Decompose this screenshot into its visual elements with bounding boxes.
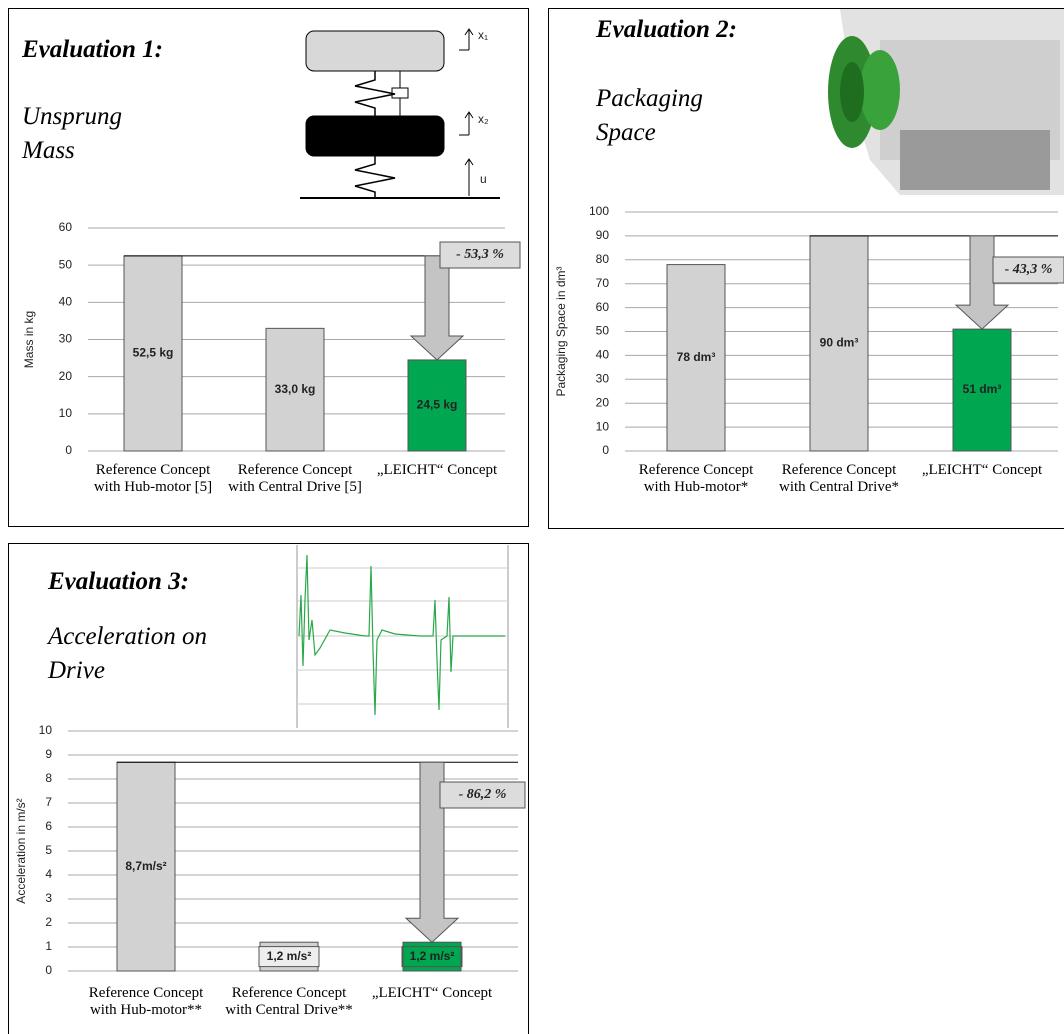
- diagram-label: u: [480, 172, 487, 186]
- panel-title: Evaluation 1:: [22, 36, 163, 64]
- annotation: - 53,3 %: [456, 247, 504, 262]
- x-tick-label: Reference Concept with Hub-motor [5]: [83, 462, 223, 496]
- y-tick-label: 100: [589, 204, 609, 218]
- value-label: 52,5 kg: [133, 346, 174, 360]
- suspension-diagram: [300, 29, 500, 198]
- diagram-label: x₂: [478, 112, 489, 126]
- value-label: 24,5 kg: [417, 398, 458, 412]
- panel-subtitle: Acceleration on Drive: [48, 620, 248, 688]
- x-tick-label: „LEICHT“ Concept: [912, 462, 1052, 479]
- y-axis-label: Acceleration in m/s²: [14, 798, 28, 903]
- value-label: 90 dm³: [820, 336, 859, 350]
- panel-subtitle: Packaging Space: [596, 82, 746, 150]
- panel-title: Evaluation 2:: [596, 16, 737, 44]
- y-tick-label: 3: [45, 891, 52, 905]
- value-label: 8,7m/s²: [125, 859, 166, 873]
- y-tick-label: 20: [596, 395, 610, 409]
- y-tick-label: 6: [45, 819, 52, 833]
- y-tick-label: 30: [59, 332, 73, 346]
- y-tick-label: 90: [596, 228, 610, 242]
- figure: x₁ x₂ u 0102030405060Mass in kg52,5 kg33…: [0, 0, 1064, 1034]
- y-tick-label: 30: [596, 371, 610, 385]
- y-tick-label: 80: [596, 252, 610, 266]
- y-tick-label: 40: [596, 348, 610, 362]
- y-tick-label: 40: [59, 295, 73, 309]
- value-label: 78 dm³: [677, 350, 716, 364]
- x-tick-label: Reference Concept with Central Drive*: [769, 462, 909, 496]
- y-tick-label: 50: [596, 324, 610, 338]
- y-tick-label: 7: [45, 795, 52, 809]
- x-tick-label: „LEICHT“ Concept: [362, 985, 502, 1002]
- y-tick-label: 8: [45, 771, 52, 785]
- wheel-render: [828, 9, 1064, 195]
- page: x₁ x₂ u 0102030405060Mass in kg52,5 kg33…: [0, 0, 1064, 1034]
- y-tick-label: 4: [45, 867, 52, 881]
- y-tick-label: 0: [65, 443, 72, 457]
- y-tick-label: 70: [596, 276, 610, 290]
- y-tick-label: 20: [59, 369, 73, 383]
- y-tick-label: 10: [59, 406, 73, 420]
- y-axis-label: Mass in kg: [22, 311, 36, 368]
- y-tick-label: 10: [596, 419, 610, 433]
- y-tick-label: 10: [39, 723, 53, 737]
- y-tick-label: 0: [602, 443, 609, 457]
- x-tick-label: „LEICHT“ Concept: [367, 462, 507, 479]
- signal-plot: [297, 545, 508, 728]
- y-tick-label: 2: [45, 915, 52, 929]
- y-tick-label: 0: [45, 963, 52, 977]
- x-tick-label: Reference Concept with Hub-motor*: [626, 462, 766, 496]
- y-tick-label: 9: [45, 747, 52, 761]
- y-tick-label: 50: [59, 257, 73, 271]
- y-axis-label: Packaging Space in dm³: [554, 266, 568, 396]
- value-label: 1,2 m/s²: [267, 949, 312, 963]
- annotation: - 43,3 %: [1005, 262, 1053, 277]
- value-label: 51 dm³: [963, 382, 1002, 396]
- panel-subtitle: Unsprung Mass: [22, 100, 152, 168]
- y-tick-label: 5: [45, 843, 52, 857]
- value-label: 33,0 kg: [275, 382, 316, 396]
- panel-title: Evaluation 3:: [48, 568, 189, 596]
- y-tick-label: 60: [59, 220, 73, 234]
- x-tick-label: Reference Concept with Hub-motor**: [76, 985, 216, 1019]
- annotation: - 86,2 %: [459, 787, 507, 802]
- x-tick-label: Reference Concept with Central Drive**: [219, 985, 359, 1019]
- y-tick-label: 60: [596, 300, 610, 314]
- reduction-arrow: [411, 256, 463, 360]
- diagram-label: x₁: [478, 28, 488, 42]
- y-tick-label: 1: [45, 939, 52, 953]
- value-label: 1,2 m/s²: [410, 949, 455, 963]
- x-tick-label: Reference Concept with Central Drive [5]: [225, 462, 365, 496]
